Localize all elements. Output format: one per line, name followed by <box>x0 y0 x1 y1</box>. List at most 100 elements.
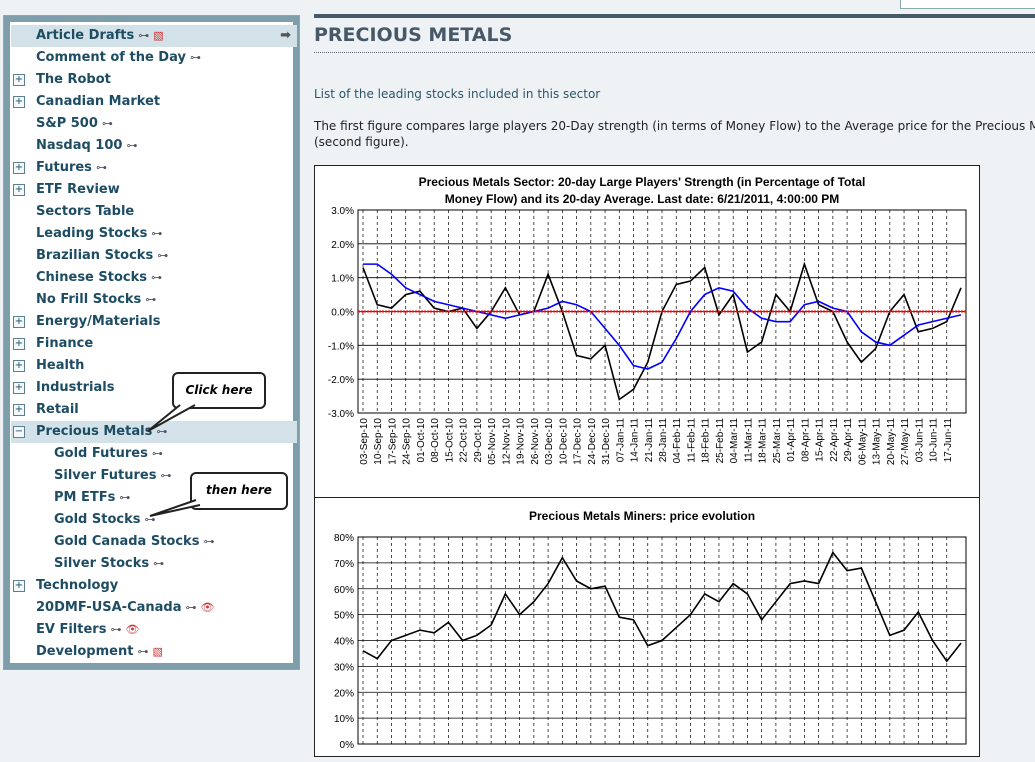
sidebar-item-gold-canada-stocks[interactable]: Gold Canada Stocks ⊶ <box>11 531 297 553</box>
y-tick-label: 60% <box>334 585 354 596</box>
x-tick-label: 17-Dec-10 <box>573 418 584 465</box>
expand-icon[interactable]: + <box>13 382 25 394</box>
sidebar-item-sectors-table[interactable]: Sectors Table <box>11 201 297 223</box>
label-text: Precious Metals <box>36 424 153 439</box>
key-icon: ⊶ <box>151 447 163 460</box>
key-icon: ⊶ <box>138 29 150 42</box>
sidebar-item-ev-filters[interactable]: EV Filters ⊶ 👁 <box>11 619 297 641</box>
sidebar-item-label: PM ETFs ⊶ <box>54 487 130 509</box>
y-tick-label: 50% <box>334 611 354 622</box>
key-icon: ⊶ <box>137 645 149 658</box>
sidebar-item-health[interactable]: + Health <box>11 355 297 377</box>
label-text: Comment of the Day <box>36 50 186 65</box>
sidebar-item-leading-stocks[interactable]: Leading Stocks ⊶ <box>11 223 297 245</box>
sidebar-item-label: Precious Metals ⊶ <box>36 421 167 443</box>
key-icon: ⊶ <box>151 271 163 284</box>
x-tick-label: 25-Mar-11 <box>772 418 783 464</box>
label-text: PM ETFs <box>54 490 116 505</box>
sidebar-item-futures[interactable]: + Futures ⊶ <box>11 157 297 179</box>
x-tick-label: 03-Dec-10 <box>544 418 555 465</box>
x-tick-label: 10-Sep-10 <box>373 418 384 465</box>
x-tick-label: 26-Nov-10 <box>530 418 541 465</box>
x-tick-label: 18-Feb-11 <box>701 418 712 464</box>
key-icon: ⊶ <box>126 139 138 152</box>
sidebar-item-comment-of-the-day[interactable]: Comment of the Day ⊶ <box>11 47 297 69</box>
sidebar-item-nasdaq-100[interactable]: Nasdaq 100 ⊶ <box>11 135 297 157</box>
sidebar-item-silver-stocks[interactable]: Silver Stocks ⊶ <box>11 553 297 575</box>
sidebar-item-the-robot[interactable]: + The Robot <box>11 69 297 91</box>
expand-icon[interactable]: + <box>13 96 25 108</box>
callout-click-here: Click here <box>172 372 266 409</box>
key-icon: ⊶ <box>185 601 197 614</box>
x-tick-label: 29-Apr-11 <box>843 418 854 462</box>
x-tick-label: 21-Jan-11 <box>644 418 655 463</box>
x-tick-label: 22-Apr-11 <box>829 418 840 462</box>
y-tick-label: 70% <box>334 559 354 570</box>
header-bar <box>314 14 1035 18</box>
plot-area <box>357 536 967 745</box>
sidebar-item-no-frill-stocks[interactable]: No Frill Stocks ⊶ <box>11 289 297 311</box>
expand-icon[interactable]: + <box>13 338 25 350</box>
sidebar-item-finance[interactable]: + Finance <box>11 333 297 355</box>
sidebar-item-development[interactable]: Development ⊶ ▧ <box>11 641 297 663</box>
label-text: No Frill Stocks <box>36 292 142 307</box>
x-tick-label: 05-Nov-10 <box>487 418 498 465</box>
sidebar-item-retail[interactable]: + Retail <box>11 399 297 421</box>
sidebar-item-20dmf-usa-canada[interactable]: 20DMF-USA-Canada ⊶ 👁 <box>11 597 297 619</box>
sidebar-item-industrials[interactable]: + Industrials <box>11 377 297 399</box>
draft-icon: ▧ <box>153 29 164 42</box>
sidebar-item-label: Nasdaq 100 ⊶ <box>36 135 137 157</box>
sidebar-item-s-p-500[interactable]: S&P 500 ⊶ <box>11 113 297 135</box>
key-icon: ⊶ <box>119 491 131 504</box>
expand-icon[interactable]: + <box>13 360 25 372</box>
sidebar-item-technology[interactable]: + Technology <box>11 575 297 597</box>
x-tick-label: 04-Feb-11 <box>672 418 683 464</box>
sidebar-item-canadian-market[interactable]: + Canadian Market <box>11 91 297 113</box>
x-tick-label: 28-Jan-11 <box>658 418 669 463</box>
y-tick-label: 20% <box>334 688 354 699</box>
sidebar-item-label: Futures ⊶ <box>36 157 107 179</box>
sidebar-item-silver-futures[interactable]: Silver Futures ⊶ <box>11 465 297 487</box>
sidebar-item-label: Gold Futures ⊶ <box>54 443 163 465</box>
sidebar-nav: Article Drafts ⊶ ▧ ➡ Comment of the Day ⊶ + The… <box>3 15 300 670</box>
label-text: The Robot <box>36 72 111 87</box>
sidebar-item-label: The Robot <box>36 69 111 91</box>
sidebar-item-label: Brazilian Stocks ⊶ <box>36 245 168 267</box>
sidebar-item-etf-review[interactable]: + ETF Review <box>11 179 297 201</box>
sidebar-item-article-drafts[interactable]: Article Drafts ⊶ ▧ ➡ <box>11 25 297 47</box>
expand-icon[interactable]: + <box>13 404 25 416</box>
x-tick-label: 27-May-11 <box>900 418 911 465</box>
sidebar-item-brazilian-stocks[interactable]: Brazilian Stocks ⊶ <box>11 245 297 267</box>
collapse-icon[interactable]: − <box>13 426 25 438</box>
expand-icon[interactable]: + <box>13 316 25 328</box>
label-text: Health <box>36 358 85 373</box>
expand-icon[interactable]: + <box>13 162 25 174</box>
key-icon: ⊶ <box>156 425 168 438</box>
label-text: S&P 500 <box>36 116 98 131</box>
x-tick-label: 06-May-11 <box>857 418 868 465</box>
label-text: EV Filters <box>36 622 107 637</box>
label-text: Silver Stocks <box>54 556 150 571</box>
key-icon: ⊶ <box>157 249 169 262</box>
key-icon: ⊶ <box>145 293 157 306</box>
sidebar-item-gold-stocks[interactable]: Gold Stocks ⊶ <box>11 509 297 531</box>
leading-stocks-link[interactable]: List of the leading stocks included in t… <box>314 87 601 101</box>
arrow-right-icon[interactable]: ➡ <box>280 28 291 43</box>
label-text: Silver Futures <box>54 468 157 483</box>
x-tick-label: 01-Apr-11 <box>786 418 797 462</box>
x-tick-label: 18-Mar-11 <box>758 418 769 464</box>
expand-icon[interactable]: + <box>13 74 25 86</box>
sidebar-item-label: Canadian Market <box>36 91 160 113</box>
sidebar-item-pm-etfs[interactable]: PM ETFs ⊶ <box>11 487 297 509</box>
label-text: Gold Stocks <box>54 512 141 527</box>
sidebar-item-label: Chinese Stocks ⊶ <box>36 267 162 289</box>
expand-icon[interactable]: + <box>13 184 25 196</box>
sidebar-item-energy-materials[interactable]: + Energy/Materials <box>11 311 297 333</box>
search-input[interactable] <box>900 0 1035 9</box>
x-tick-label: 07-Jan-11 <box>615 418 626 463</box>
sidebar-item-precious-metals[interactable]: − Precious Metals ⊶ <box>11 421 297 443</box>
sidebar-item-chinese-stocks[interactable]: Chinese Stocks ⊶ <box>11 267 297 289</box>
label-text: ETF Review <box>36 182 120 197</box>
expand-icon[interactable]: + <box>13 580 25 592</box>
sidebar-item-gold-futures[interactable]: Gold Futures ⊶ <box>11 443 297 465</box>
